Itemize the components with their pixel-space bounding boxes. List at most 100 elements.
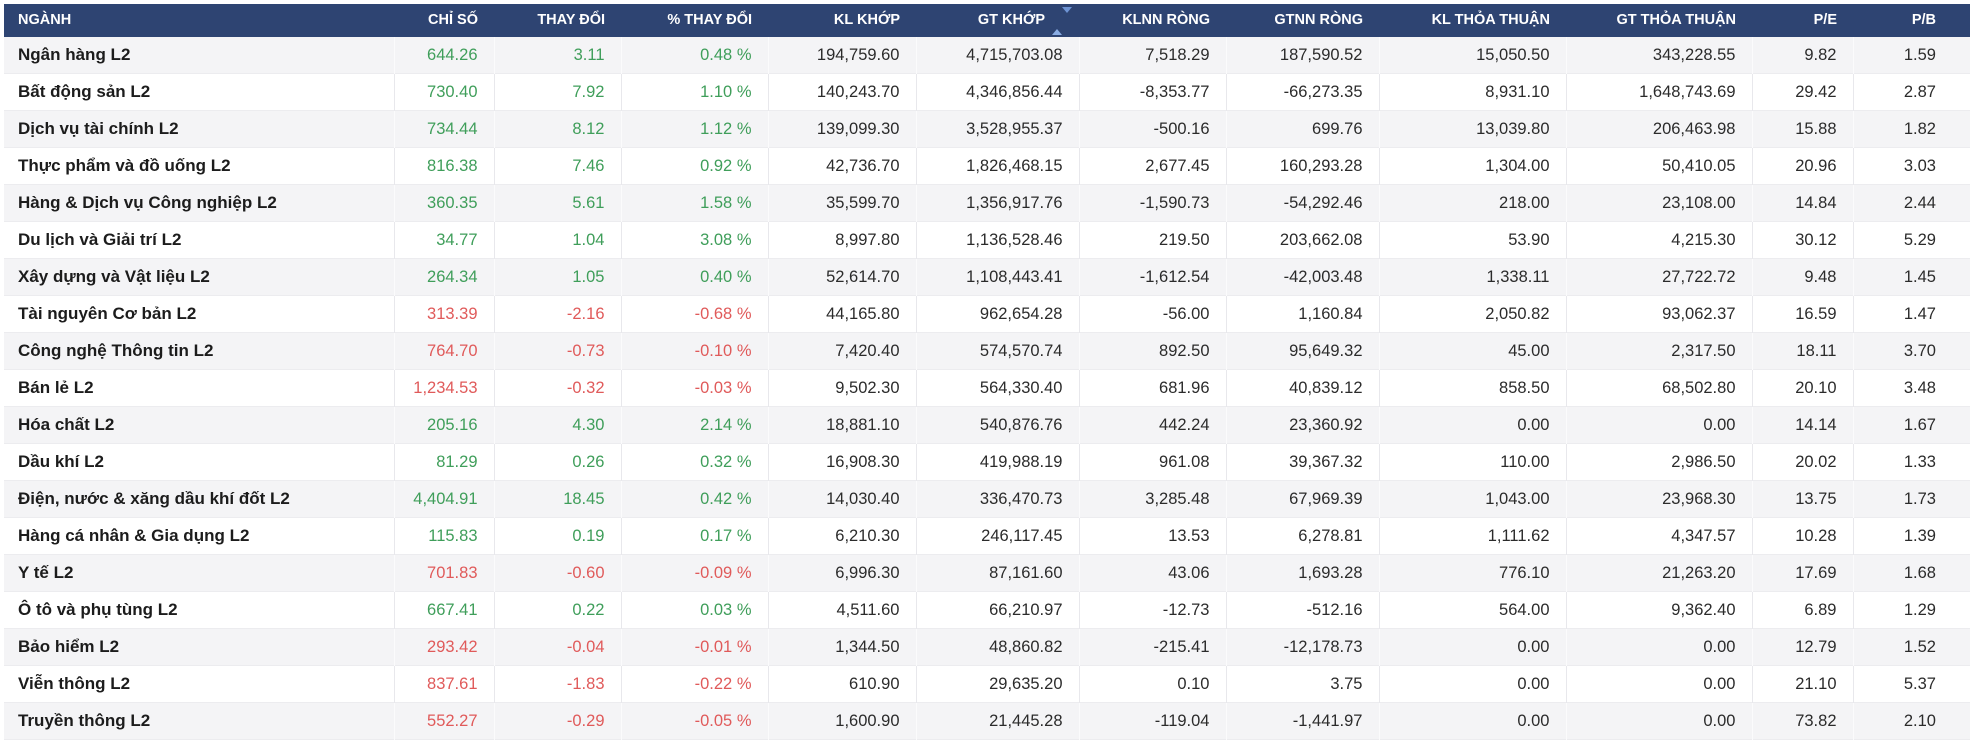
cell-chi-so: 644.26 bbox=[393, 37, 494, 74]
cell-gt-khop: 87,161.60 bbox=[915, 554, 1079, 592]
table-row[interactable]: Ô tô và phụ tùng L2 667.41 0.22 0.03 % 4,511… bbox=[4, 591, 1970, 629]
cell-chi-so: 730.40 bbox=[393, 73, 494, 111]
cell-kl-khop: 35,599.70 bbox=[767, 184, 916, 222]
cell-thay-doi: -0.32 bbox=[493, 369, 621, 407]
table-row[interactable]: Du lịch và Giải trí L2 34.77 1.04 3.08 % 8,9… bbox=[4, 221, 1970, 259]
column-header-gt-thoa-thuan[interactable]: GT THỎA THUẬN bbox=[1566, 4, 1752, 37]
cell-pe: 21.10 bbox=[1751, 665, 1853, 703]
cell-thay-doi: -2.16 bbox=[493, 295, 621, 333]
sector-name: Dịch vụ tài chính L2 bbox=[18, 119, 179, 138]
cell-pct-thay-doi: 0.03 % bbox=[620, 591, 768, 629]
table-row[interactable]: Truyền thông L2 552.27 -0.29 -0.05 % 1,600.9… bbox=[4, 702, 1970, 740]
cell-klnn-rong: 219.50 bbox=[1078, 221, 1226, 259]
cell-gt-khop: 540,876.76 bbox=[915, 406, 1079, 444]
cell-kl-thoa-thuan: 858.50 bbox=[1378, 369, 1566, 407]
cell-pe: 16.59 bbox=[1751, 295, 1853, 333]
column-header-nganh[interactable]: NGÀNH bbox=[4, 4, 394, 37]
cell-gt-thoa-thuan: 0.00 bbox=[1565, 628, 1752, 666]
cell-pct-thay-doi: 1.12 % bbox=[620, 110, 768, 148]
table-row[interactable]: Y tế L2 701.83 -0.60 -0.09 % 6,996.30 87,161.… bbox=[4, 554, 1970, 592]
cell-pct-thay-doi: -0.03 % bbox=[620, 369, 768, 407]
cell-gtnn-rong: 1,693.28 bbox=[1225, 554, 1379, 592]
cell-chi-so: 552.27 bbox=[393, 702, 494, 740]
column-header-gt-khop[interactable]: GT KHỚP bbox=[916, 4, 1079, 37]
table-row[interactable]: Xây dựng và Vật liệu L2 264.34 1.05 0.40 % 5… bbox=[4, 258, 1970, 296]
sector-name: Thực phẩm và đồ uống L2 bbox=[18, 156, 231, 175]
sort-desc-arrow-icon bbox=[1062, 6, 1072, 29]
column-header-pb[interactable]: P/B bbox=[1853, 4, 1970, 37]
cell-gtnn-rong: 203,662.08 bbox=[1225, 221, 1379, 259]
cell-chi-so: 667.41 bbox=[393, 591, 494, 629]
cell-pb: 1.52 bbox=[1852, 628, 1970, 666]
cell-pct-thay-doi: 0.32 % bbox=[620, 443, 768, 481]
cell-kl-khop: 139,099.30 bbox=[767, 110, 916, 148]
column-header-klnn-rong[interactable]: KLNN RÒNG bbox=[1079, 4, 1226, 37]
cell-klnn-rong: 892.50 bbox=[1078, 332, 1226, 370]
cell-pct-thay-doi: 0.92 % bbox=[620, 147, 768, 185]
cell-gt-khop: 564,330.40 bbox=[915, 369, 1079, 407]
column-header-label: KL THỎA THUẬN bbox=[1431, 12, 1550, 29]
table-row[interactable]: Thực phẩm và đồ uống L2 816.38 7.46 0.92 % 4… bbox=[4, 147, 1970, 185]
column-header-label: GT THỎA THUẬN bbox=[1616, 12, 1736, 29]
table-row[interactable]: Tài nguyên Cơ bản L2 313.39 -2.16 -0.68 % 44… bbox=[4, 295, 1970, 333]
cell-pb: 1.29 bbox=[1852, 591, 1970, 629]
sector-name: Viễn thông L2 bbox=[18, 674, 131, 693]
cell-thay-doi: 0.19 bbox=[493, 517, 621, 555]
table-row[interactable]: Công nghệ Thông tin L2 764.70 -0.73 -0.10 %… bbox=[4, 332, 1970, 370]
table-row[interactable]: Bảo hiểm L2 293.42 -0.04 -0.01 % 1,344.50 48,… bbox=[4, 628, 1970, 666]
sector-index-table: NGÀNH CHỈ SỐ THAY ĐỔI % THAY ĐỔI KL KHỚP… bbox=[4, 4, 1970, 740]
cell-kl-khop: 52,614.70 bbox=[767, 258, 916, 296]
cell-kl-thoa-thuan: 218.00 bbox=[1378, 184, 1566, 222]
cell-gt-khop: 574,570.74 bbox=[915, 332, 1079, 370]
table-row[interactable]: Bất động sản L2 730.40 7.92 1.10 % 140,243.7… bbox=[4, 73, 1970, 111]
cell-gt-thoa-thuan: 0.00 bbox=[1565, 702, 1752, 740]
cell-klnn-rong: -56.00 bbox=[1078, 295, 1226, 333]
table-row[interactable]: Dầu khí L2 81.29 0.26 0.32 % 16,908.30 419,98… bbox=[4, 443, 1970, 481]
cell-pct-thay-doi: -0.05 % bbox=[620, 702, 768, 740]
cell-kl-khop: 18,881.10 bbox=[767, 406, 916, 444]
cell-gt-thoa-thuan: 9,362.40 bbox=[1565, 591, 1752, 629]
sort-asc-arrow-icon bbox=[1052, 12, 1062, 35]
cell-pct-thay-doi: 0.40 % bbox=[620, 258, 768, 296]
cell-klnn-rong: 961.08 bbox=[1078, 443, 1226, 481]
table-row[interactable]: Bán lẻ L2 1,234.53 -0.32 -0.03 % 9,502.30 564… bbox=[4, 369, 1970, 407]
cell-klnn-rong: 0.10 bbox=[1078, 665, 1226, 703]
sector-name: Du lịch và Giải trí L2 bbox=[18, 230, 182, 249]
column-header-pe[interactable]: P/E bbox=[1752, 4, 1853, 37]
sector-name: Dầu khí L2 bbox=[18, 452, 104, 471]
cell-kl-khop: 194,759.60 bbox=[767, 37, 916, 74]
cell-pe: 13.75 bbox=[1751, 480, 1853, 518]
cell-chi-so: 360.35 bbox=[393, 184, 494, 222]
column-header-chi-so[interactable]: CHỈ SỐ bbox=[394, 4, 494, 37]
cell-kl-thoa-thuan: 53.90 bbox=[1378, 221, 1566, 259]
table-row[interactable]: Viễn thông L2 837.61 -1.83 -0.22 % 610.90 29,… bbox=[4, 665, 1970, 703]
column-header-kl-thoa-thuan[interactable]: KL THỎA THUẬN bbox=[1379, 4, 1566, 37]
column-header-label: THAY ĐỔI bbox=[537, 12, 605, 29]
column-header-thay-doi[interactable]: THAY ĐỔI bbox=[494, 4, 621, 37]
cell-pe: 20.02 bbox=[1751, 443, 1853, 481]
cell-pb: 1.39 bbox=[1852, 517, 1970, 555]
cell-chi-so: 701.83 bbox=[393, 554, 494, 592]
cell-kl-thoa-thuan: 0.00 bbox=[1378, 665, 1566, 703]
cell-kl-khop: 7,420.40 bbox=[767, 332, 916, 370]
cell-gt-khop: 66,210.97 bbox=[915, 591, 1079, 629]
column-header-gtnn-rong[interactable]: GTNN RÒNG bbox=[1226, 4, 1379, 37]
column-header-kl-khop[interactable]: KL KHỚP bbox=[768, 4, 916, 37]
table-row[interactable]: Dịch vụ tài chính L2 734.44 8.12 1.12 % 139,… bbox=[4, 110, 1970, 148]
table-row[interactable]: Hóa chất L2 205.16 4.30 2.14 % 18,881.10 540,… bbox=[4, 406, 1970, 444]
cell-kl-khop: 610.90 bbox=[767, 665, 916, 703]
cell-gt-khop: 3,528,955.37 bbox=[915, 110, 1079, 148]
column-header-label: GTNN RÒNG bbox=[1274, 12, 1363, 29]
table-row[interactable]: Điện, nước & xăng dầu khí đốt L2 4,404.91… bbox=[4, 480, 1970, 518]
table-row[interactable]: Hàng & Dịch vụ Công nghiệp L2 360.35 5.61 1… bbox=[4, 184, 1970, 222]
cell-gt-khop: 48,860.82 bbox=[915, 628, 1079, 666]
table-row[interactable]: Ngân hàng L2 644.26 3.11 0.48 % 194,759.60 4,… bbox=[4, 37, 1970, 74]
column-header-pct-thay-doi[interactable]: % THAY ĐỔI bbox=[621, 4, 768, 37]
cell-gt-thoa-thuan: 21,263.20 bbox=[1565, 554, 1752, 592]
cell-gt-thoa-thuan: 23,108.00 bbox=[1565, 184, 1752, 222]
cell-kl-thoa-thuan: 1,338.11 bbox=[1378, 258, 1566, 296]
cell-gtnn-rong: 6,278.81 bbox=[1225, 517, 1379, 555]
cell-pb: 2.44 bbox=[1852, 184, 1970, 222]
cell-gt-khop: 21,445.28 bbox=[915, 702, 1079, 740]
table-row[interactable]: Hàng cá nhân & Gia dụng L2 115.83 0.19 0.17… bbox=[4, 517, 1970, 555]
